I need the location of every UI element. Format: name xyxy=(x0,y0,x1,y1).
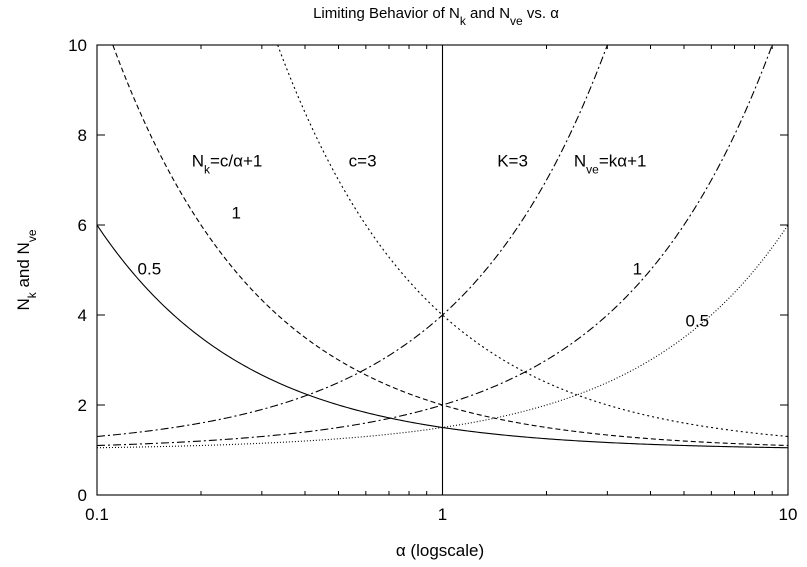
x-tick-label: 0.1 xyxy=(85,505,109,524)
y-tick-label: 0 xyxy=(78,486,87,505)
y-tick-label: 4 xyxy=(78,306,87,325)
series-line-nk-c-3 xyxy=(277,45,788,438)
x-tick-label: 1 xyxy=(438,505,447,524)
plot-area: Nk=c/α+1 1 0.5 c=3 K=3 Nve=kα+1 1 0.5 xyxy=(97,45,788,495)
y-axis-label: Nk and Nve xyxy=(14,229,39,310)
chart-title: Limiting Behavior of Nk and Nve vs. α xyxy=(313,5,559,28)
annotation-nk-formula: Nk=c/α+1 xyxy=(192,152,263,177)
y-tick-label: 8 xyxy=(78,126,87,145)
annotation-nk-c05: 0.5 xyxy=(138,260,162,279)
x-tick-label: 10 xyxy=(779,505,798,524)
y-tick-label: 6 xyxy=(78,216,87,235)
annotation-nve-k05: 0.5 xyxy=(685,311,709,330)
y-tick-label: 10 xyxy=(68,36,87,55)
y-tick-label: 2 xyxy=(78,396,87,415)
annotation-nk-c3: c=3 xyxy=(349,152,377,171)
annotation-nve-formula: Nve=kα+1 xyxy=(574,152,647,177)
annotation-nve-k1: 1 xyxy=(633,260,642,279)
annotation-nve-k3: K=3 xyxy=(497,152,528,171)
axes: 0 2 4 6 8 10 0.1 1 10 xyxy=(68,36,797,524)
x-axis-label: α (logscale) xyxy=(396,541,484,560)
annotation-nk-c1: 1 xyxy=(231,203,240,222)
